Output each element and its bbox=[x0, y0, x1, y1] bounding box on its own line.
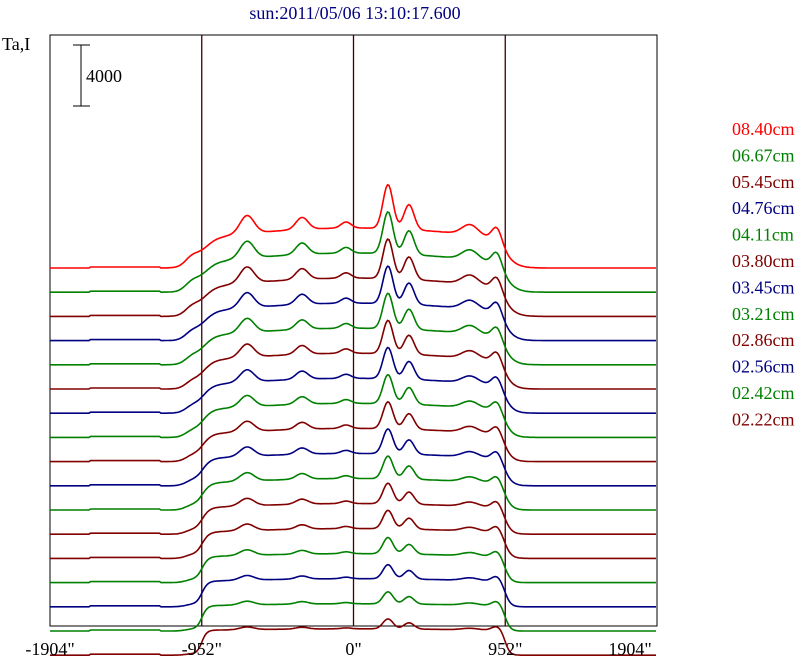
series-line bbox=[50, 618, 656, 656]
x-tick-label: 1904" bbox=[608, 639, 651, 659]
series-line bbox=[50, 536, 656, 584]
legend-item: 06.67cm bbox=[732, 145, 795, 165]
series-line bbox=[50, 265, 656, 342]
traces bbox=[50, 183, 656, 656]
chart-title: sun:2011/05/06 13:10:17.600 bbox=[249, 3, 460, 23]
legend: 08.40cm 06.67cm 05.45cm 04.76cm 04.11cm 03.80… bbox=[732, 119, 795, 429]
legend-item: 03.45cm bbox=[732, 277, 795, 297]
legend-item: 03.80cm bbox=[732, 251, 795, 271]
series-line bbox=[50, 482, 656, 535]
scale-bar bbox=[73, 44, 90, 107]
x-tick-labels: -1904" -952" 0" 952" 1904" bbox=[25, 639, 651, 659]
series-line bbox=[50, 292, 656, 366]
series-line bbox=[50, 373, 656, 439]
legend-item: 05.45cm bbox=[732, 172, 795, 192]
legend-item: 03.21cm bbox=[732, 304, 795, 324]
legend-item: 02.22cm bbox=[732, 409, 795, 429]
series-line bbox=[50, 455, 656, 511]
x-tick-label: 0" bbox=[345, 639, 361, 659]
limb-lines bbox=[201, 35, 506, 626]
series-line bbox=[50, 590, 656, 632]
series-line bbox=[50, 509, 656, 560]
legend-item: 04.76cm bbox=[732, 198, 795, 218]
legend-item: 02.56cm bbox=[732, 357, 795, 377]
x-tick-label: 952" bbox=[488, 639, 522, 659]
series-line bbox=[50, 210, 656, 293]
x-tick-label: -952" bbox=[182, 639, 222, 659]
series-line bbox=[50, 400, 656, 463]
series-line bbox=[50, 428, 656, 487]
x-tick-label: -1904" bbox=[25, 639, 74, 659]
series-line bbox=[50, 183, 656, 269]
series-line bbox=[50, 346, 656, 414]
legend-item: 02.42cm bbox=[732, 383, 795, 403]
y-axis-label: Ta,I bbox=[2, 34, 30, 54]
legend-item: 08.40cm bbox=[732, 119, 795, 139]
legend-item: 02.86cm bbox=[732, 330, 795, 350]
series-line bbox=[50, 319, 656, 390]
legend-item: 04.11cm bbox=[732, 225, 794, 245]
series-line bbox=[50, 238, 656, 318]
scale-bar-label: 4000 bbox=[86, 66, 122, 86]
series-line bbox=[50, 563, 656, 608]
